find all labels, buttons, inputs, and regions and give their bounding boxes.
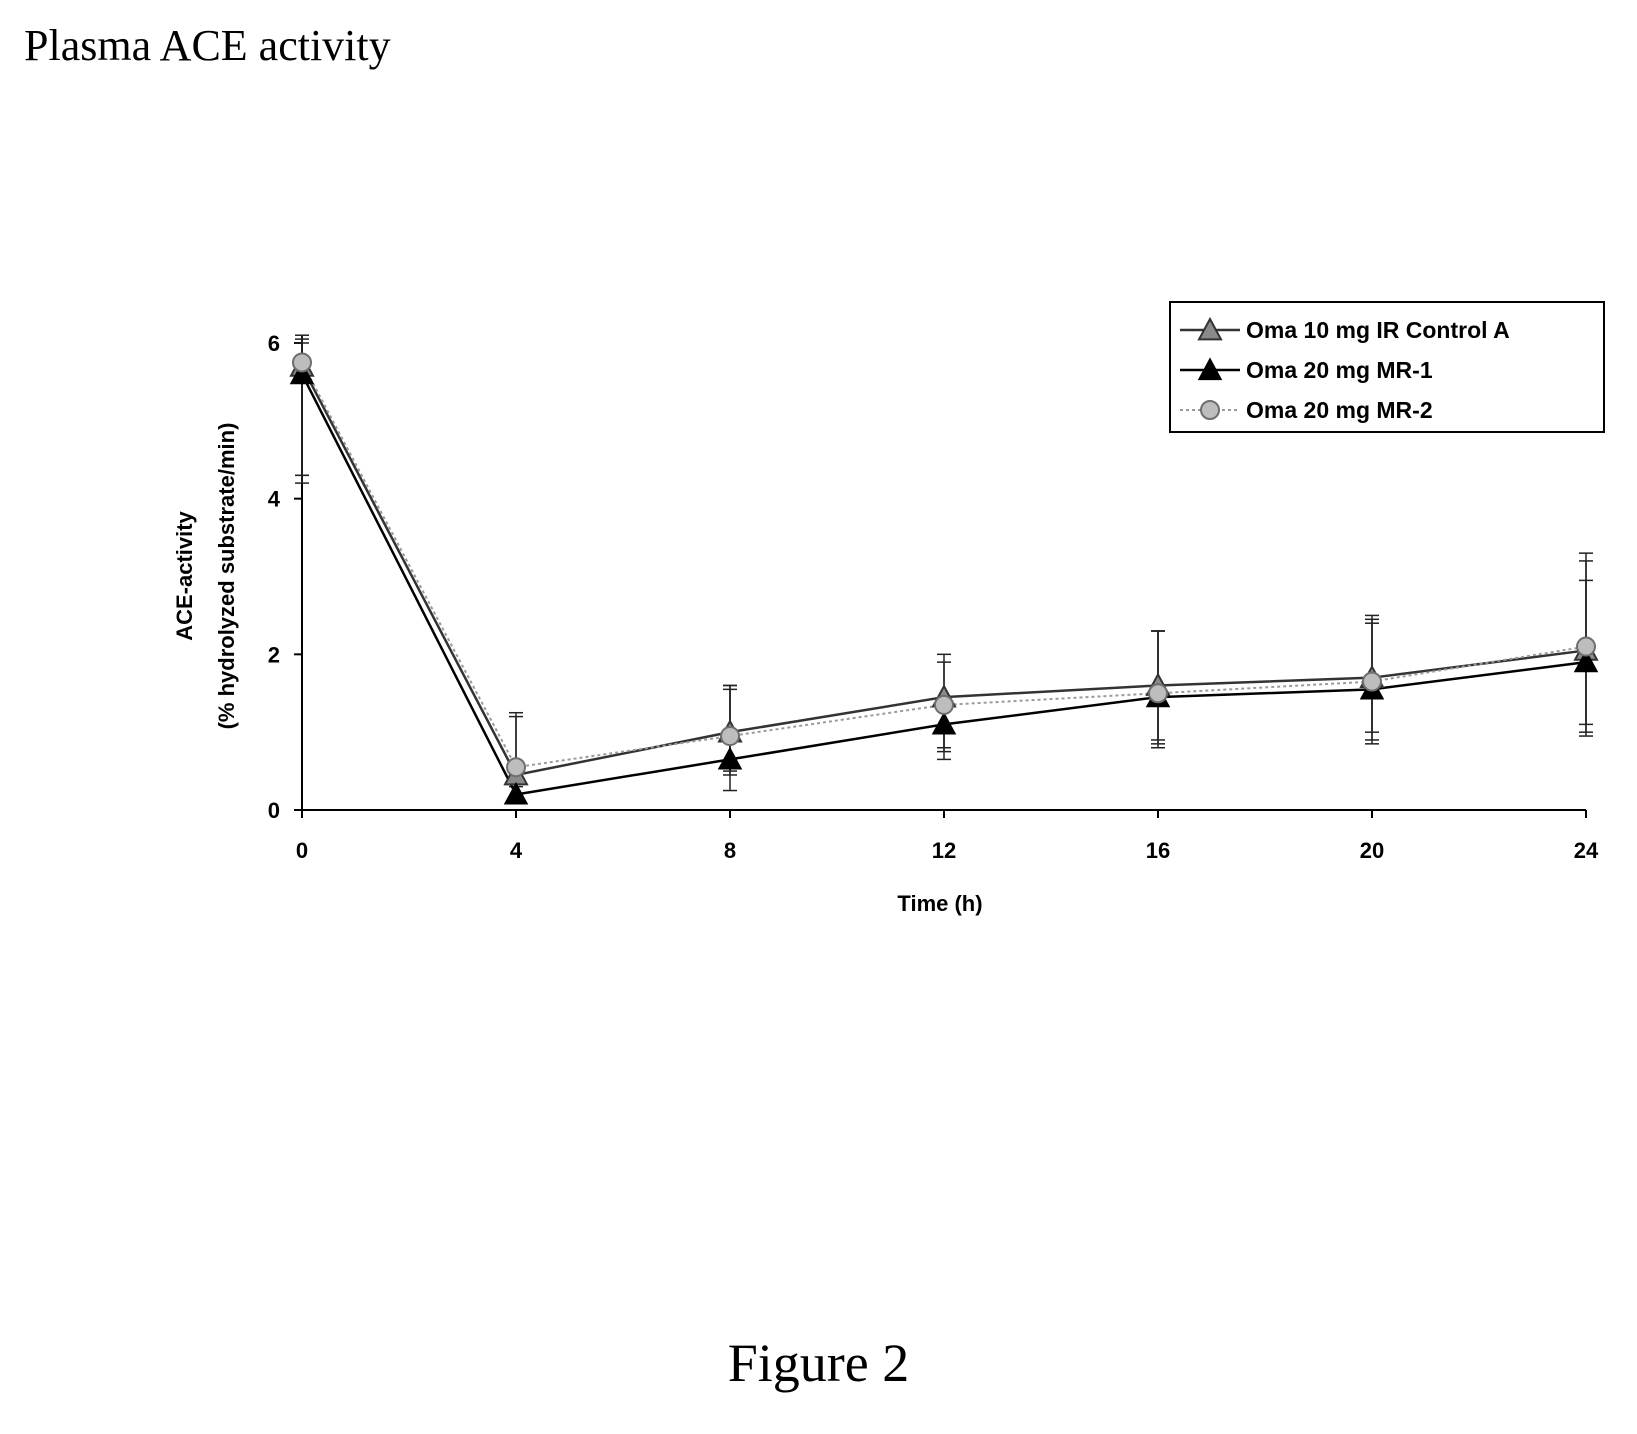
data-point-oma-20-mg-mr-2	[1362, 671, 1382, 692]
legend-label-oma-10-mg-ir-control-a: Oma 10 mg IR Control A	[1246, 317, 1510, 343]
page-title: Plasma ACE activity	[24, 21, 391, 70]
data-point-oma-20-mg-mr-2	[720, 726, 740, 747]
legend: Oma 10 mg IR Control A Oma 20 mg MR-1 Oma …	[1169, 301, 1605, 433]
series-markers	[289, 352, 1599, 805]
y-tick-label: 0	[268, 798, 280, 823]
x-axis-label: Time (h)	[897, 891, 982, 916]
data-point-oma-20-mg-mr-2	[1576, 636, 1596, 657]
x-tick-label: 24	[1574, 838, 1599, 863]
y-tick-label: 4	[268, 487, 281, 512]
y-axis-label-sub: (% hydrolyzed substrate/min)	[214, 423, 239, 730]
y-tick-label: 6	[268, 331, 280, 356]
x-tick-labels: 0 4 8 12 16 20 24	[296, 838, 1599, 863]
x-tick-label: 20	[1360, 838, 1384, 863]
x-tick-label: 12	[932, 838, 956, 863]
x-tick-label: 4	[510, 838, 523, 863]
data-point-oma-20-mg-mr-2	[506, 757, 526, 778]
legend-label-oma-20-mg-mr-2: Oma 20 mg MR-2	[1246, 397, 1433, 423]
y-tick-labels: 0 2 4 6	[268, 331, 281, 823]
data-point-oma-20-mg-mr-1	[1573, 649, 1599, 673]
data-point-oma-20-mg-mr-1	[289, 361, 315, 385]
legend-marker-oma-20-mg-mr-1	[1197, 357, 1223, 381]
data-point-oma-20-mg-mr-2	[934, 694, 954, 715]
legend-box	[1169, 301, 1605, 433]
x-tick-label: 16	[1146, 838, 1170, 863]
legend-label-oma-20-mg-mr-1: Oma 20 mg MR-1	[1246, 357, 1433, 383]
legend-marker-oma-10-mg-ir-control-a	[1197, 316, 1223, 341]
data-point-oma-20-mg-mr-1	[931, 711, 957, 735]
data-point-oma-20-mg-mr-1	[717, 746, 743, 770]
x-tick-label: 8	[724, 838, 736, 863]
y-tick-label: 2	[268, 642, 280, 667]
legend-marker-oma-20-mg-mr-2	[1200, 400, 1220, 420]
x-tick-label: 0	[296, 838, 308, 863]
data-point-oma-20-mg-mr-1	[503, 781, 529, 805]
data-point-oma-20-mg-mr-2	[292, 352, 312, 373]
figure-caption: Figure 2	[727, 1333, 910, 1393]
y-axis-label: ACE-activity	[172, 510, 197, 640]
data-point-oma-20-mg-mr-2	[1148, 683, 1168, 704]
